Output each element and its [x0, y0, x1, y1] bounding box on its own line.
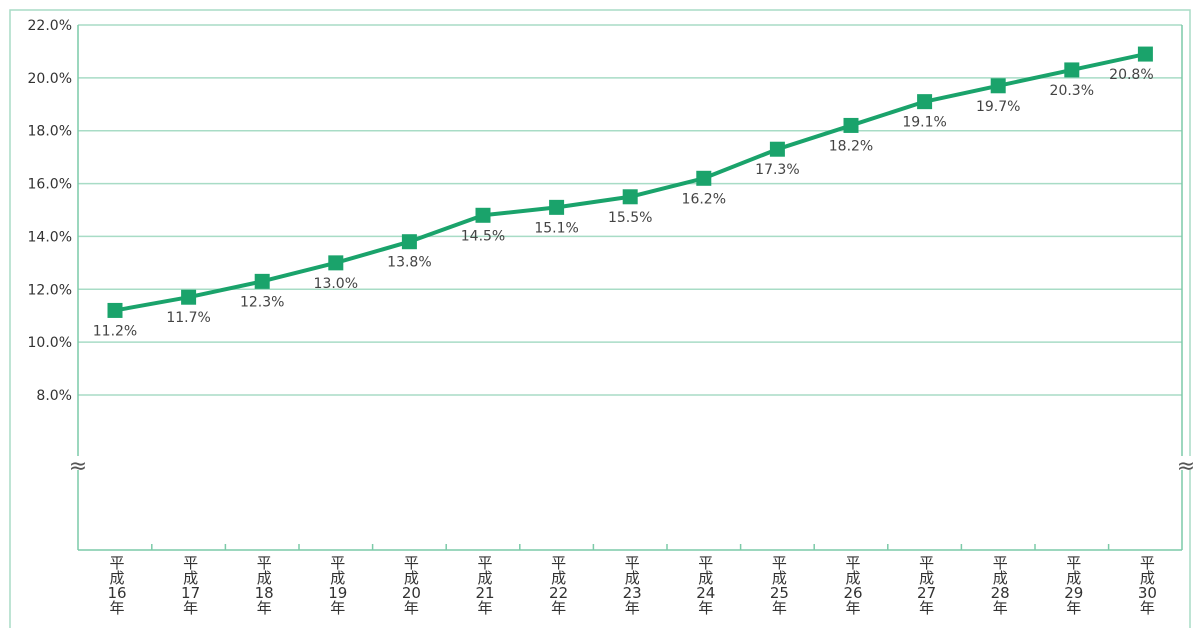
data-label: 12.3%	[240, 294, 284, 310]
gridlines	[78, 24, 1182, 396]
series	[107, 46, 1153, 318]
x-tick-label: 平成 23 年	[623, 554, 642, 617]
data-point	[917, 94, 933, 110]
y-tick-label: 10.0%	[28, 335, 72, 351]
data-label: 11.2%	[93, 323, 137, 339]
data-point	[475, 207, 491, 223]
y-tick-label: 8.0%	[36, 388, 72, 404]
x-tick-label: 平成 18 年	[255, 554, 274, 617]
axis-break-gap	[69, 456, 87, 470]
y-tick-label: 20.0%	[28, 71, 72, 87]
x-tick-label: 平成 16 年	[107, 554, 126, 617]
data-label: 20.3%	[1050, 83, 1094, 99]
x-tick-label: 平成 27 年	[917, 554, 936, 617]
data-point	[549, 199, 565, 215]
data-point	[254, 273, 270, 289]
x-tick-label: 平成 26 年	[843, 554, 862, 617]
data-label: 13.8%	[387, 255, 431, 271]
y-tick-label: 22.0%	[28, 18, 72, 34]
data-point	[1137, 46, 1153, 62]
data-point	[622, 189, 638, 205]
data-point	[107, 302, 123, 318]
data-label: 15.5%	[608, 210, 652, 226]
x-tick-label: 平成 20 年	[402, 554, 421, 617]
y-tick-label: 12.0%	[28, 282, 72, 298]
data-label: 14.5%	[461, 228, 505, 244]
data-point	[769, 141, 785, 157]
y-tick-label: 18.0%	[28, 124, 72, 140]
x-tick-label: 平成 28 年	[991, 554, 1010, 617]
data-label: 13.0%	[314, 276, 358, 292]
data-label: 18.2%	[829, 138, 873, 154]
data-label: 17.3%	[755, 162, 799, 178]
axis-break-left: ≈	[69, 454, 87, 479]
outer-frame	[9, 9, 1191, 632]
data-label: 19.1%	[902, 115, 946, 131]
y-tick-label: 14.0%	[28, 229, 72, 245]
x-tick-label: 平成 22 年	[549, 554, 568, 617]
x-tick-label: 平成 25 年	[770, 554, 789, 617]
data-label: 16.2%	[682, 191, 726, 207]
data-point	[1064, 62, 1080, 78]
data-point	[696, 170, 712, 186]
data-label: 19.7%	[976, 99, 1020, 115]
axis-break-gap	[1177, 456, 1195, 470]
axes: ≈ ≈	[69, 25, 1195, 551]
data-point	[181, 289, 197, 305]
x-tick-label: 平成 17 年	[181, 554, 200, 617]
data-labels: 11.2% 11.7% 12.3% 13.0% 13.8% 14.5% 15.1% 15.5%…	[93, 67, 1154, 339]
axis-break-right: ≈	[1177, 454, 1195, 479]
x-tick-label: 平成 19 年	[328, 554, 347, 617]
data-label: 20.8%	[1109, 67, 1153, 83]
x-tick-label: 平成 24 年	[696, 554, 715, 617]
y-axis-ticks: 8.0% 10.0% 12.0% 14.0% 16.0% 18.0% 20.0% 22.0%	[28, 18, 72, 404]
data-point	[401, 234, 417, 250]
x-tick-label: 平成 29 年	[1064, 554, 1083, 617]
x-tick-label: 平成 21 年	[475, 554, 494, 617]
x-tick-label: 平成 30 年	[1138, 554, 1157, 617]
y-tick-label: 16.0%	[28, 177, 72, 193]
data-point	[990, 78, 1006, 94]
x-axis-ticks: 平成 16 年 平成 17 年 平成 18 年 平成 19 年 平成 20 年 平成 21 年 平成 22 年 平成 23 年…	[107, 544, 1157, 617]
data-point	[328, 255, 344, 271]
data-label: 15.1%	[534, 220, 578, 236]
plot-frame	[9, 9, 1191, 632]
data-label: 11.7%	[166, 310, 210, 326]
data-point	[843, 117, 859, 133]
